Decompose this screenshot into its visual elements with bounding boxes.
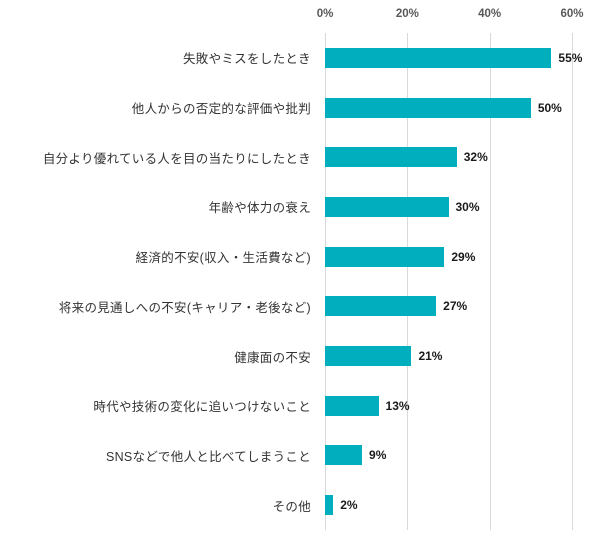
bar bbox=[325, 445, 363, 466]
chart-row: 他人からの否定的な評価や批判 50% bbox=[0, 83, 600, 133]
bar bbox=[325, 196, 449, 217]
bar-area: 32% bbox=[325, 132, 600, 182]
bar bbox=[325, 147, 457, 168]
value-label: 27% bbox=[443, 299, 468, 314]
value-label: 13% bbox=[385, 398, 410, 413]
bar bbox=[325, 395, 379, 416]
chart-row: 失敗やミスをしたとき 55% bbox=[0, 33, 600, 83]
value-label: 50% bbox=[537, 100, 562, 115]
bar bbox=[325, 495, 334, 516]
value-label: 29% bbox=[451, 249, 476, 264]
axis-tick-label: 20% bbox=[395, 8, 419, 20]
bar bbox=[325, 246, 445, 267]
category-label: 他人からの否定的な評価や批判 bbox=[131, 102, 311, 117]
value-label: 32% bbox=[463, 150, 488, 165]
chart-row: 健康面の不安 21% bbox=[0, 331, 600, 381]
axis-tick-label: 40% bbox=[478, 8, 502, 20]
category-label: 時代や技術の変化に追いつけないこと bbox=[93, 400, 311, 415]
category-label: 経済的不安(収入・生活費など) bbox=[135, 251, 311, 266]
value-label: 2% bbox=[340, 498, 358, 513]
category-label: 年齢や体力の衰え bbox=[208, 201, 311, 216]
chart-row: 時代や技術の変化に追いつけないこと 13% bbox=[0, 381, 600, 431]
chart-rows: 失敗やミスをしたとき 55% 他人からの否定的な評価や批判 50% 自分より優れている人… bbox=[0, 33, 600, 530]
bar-area: 13% bbox=[325, 381, 600, 431]
bar-area: 29% bbox=[325, 232, 600, 282]
category-label: 自分より優れている人を目の当たりにしたとき bbox=[42, 151, 311, 166]
axis-tick-label: 60% bbox=[560, 8, 584, 20]
bar-area: 50% bbox=[325, 83, 600, 133]
value-label: 30% bbox=[455, 199, 480, 214]
chart-row: 自分より優れている人を目の当たりにしたとき 32% bbox=[0, 132, 600, 182]
value-label: 55% bbox=[558, 50, 583, 65]
category-label: その他 bbox=[272, 499, 311, 514]
category-label: 失敗やミスをしたとき bbox=[182, 52, 311, 67]
bar-area: 27% bbox=[325, 282, 600, 332]
bar-area: 9% bbox=[325, 431, 600, 481]
axis-tick-label: 0% bbox=[316, 8, 334, 20]
chart-row: 経済的不安(収入・生活費など) 29% bbox=[0, 232, 600, 282]
bar-area: 21% bbox=[325, 331, 600, 381]
chart-row: SNSなどで他人と比べてしまうこと 9% bbox=[0, 431, 600, 481]
chart-row: 年齢や体力の衰え 30% bbox=[0, 182, 600, 232]
bar bbox=[325, 346, 412, 367]
bar-area: 30% bbox=[325, 182, 600, 232]
value-label: 9% bbox=[369, 448, 387, 463]
bar bbox=[325, 296, 437, 317]
value-label: 21% bbox=[418, 349, 443, 364]
chart-row: その他 2% bbox=[0, 480, 600, 530]
category-label: 将来の見通しへの不安(キャリア・老後など) bbox=[58, 300, 311, 315]
bar bbox=[325, 47, 552, 68]
x-axis: 0% 20% 40% 60% bbox=[0, 8, 600, 28]
bar-area: 2% bbox=[325, 480, 600, 530]
category-label: SNSなどで他人と比べてしまうこと bbox=[105, 449, 311, 464]
bar-area: 55% bbox=[325, 33, 600, 83]
chart-row: 将来の見通しへの不安(キャリア・老後など) 27% bbox=[0, 282, 600, 332]
bar bbox=[325, 97, 531, 118]
category-label: 健康面の不安 bbox=[234, 350, 311, 365]
